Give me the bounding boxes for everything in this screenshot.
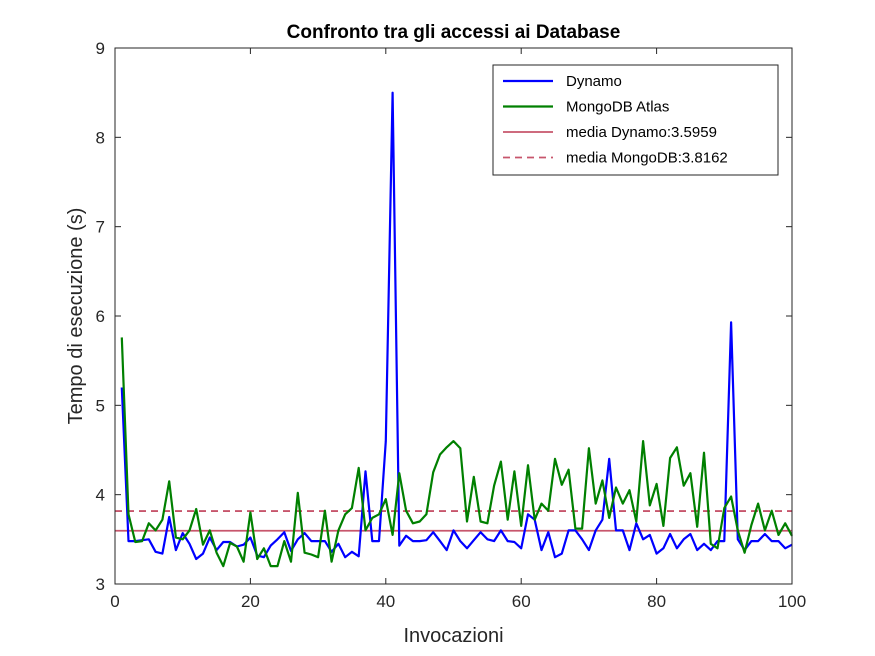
y-tick-label: 6 (96, 307, 105, 326)
axes-layer: 0 20 40 60 80 100 3 4 5 6 7 8 9 (96, 39, 807, 611)
x-tick-label: 0 (110, 592, 119, 611)
x-tick-label: 80 (647, 592, 666, 611)
series-layer (115, 91, 793, 568)
legend-label-media-dynamo-3-5959: media Dynamo:3.5959 (566, 124, 717, 141)
series-line-mongodb-atlas (120, 337, 793, 568)
x-tick-label: 60 (512, 592, 531, 611)
y-tick-label: 8 (96, 128, 105, 147)
legend-label-media-mongodb-3-8162: media MongoDB:3.8162 (566, 150, 728, 167)
y-tick-label: 7 (96, 218, 105, 237)
x-axis-title: Invocazioni (403, 625, 503, 647)
chart-title: Confronto tra gli accessi ai Database (287, 22, 621, 43)
x-tick-label: 100 (778, 592, 806, 611)
x-tick-label: 20 (241, 592, 260, 611)
y-tick-label: 5 (96, 396, 105, 415)
y-axis-title: Tempo di esecuzione (s) (65, 208, 87, 425)
y-tick-label: 9 (96, 39, 105, 58)
y-tick-label: 4 (96, 486, 105, 505)
legend-label-mongodb-atlas: MongoDB Atlas (566, 99, 669, 116)
x-tick-label: 40 (376, 592, 395, 611)
y-tick-label: 3 (96, 575, 105, 594)
legend-label-dynamo: Dynamo (566, 73, 622, 90)
legend: Dynamo MongoDB Atlas media Dynamo:3.5959 me… (492, 64, 779, 176)
